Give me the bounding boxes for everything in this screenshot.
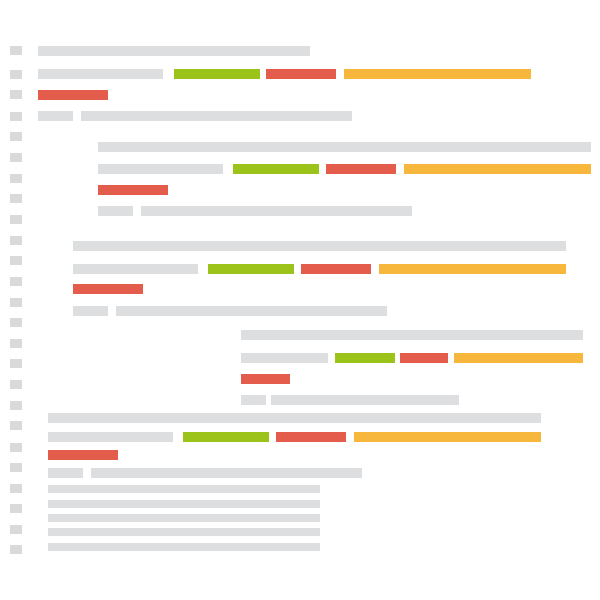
line-marker-icon: [10, 463, 22, 472]
line-marker-icon: [10, 90, 22, 99]
block-1-token-line-2-segment-4-orange: [344, 69, 531, 79]
block-2-token-line-2-segment-1-gray: [98, 164, 223, 174]
line-marker-icon: [10, 298, 22, 307]
line-marker-icon: [10, 525, 22, 534]
line-marker-icon: [10, 359, 22, 368]
block-2-token-line-3-segment-1-red: [98, 185, 168, 195]
block-1-text-line-4-segment-2-gray: [81, 111, 352, 121]
block-4-token-line-2-segment-2-green: [335, 353, 395, 363]
line-marker-icon: [10, 132, 22, 141]
block-3-token-line-2-segment-4-orange: [379, 264, 566, 274]
line-marker-icon: [10, 46, 22, 55]
block-5-text-line-7-segment-1-gray: [48, 514, 320, 522]
block-4-token-line-2-segment-3-red: [400, 353, 448, 363]
line-marker-icon: [10, 112, 22, 121]
line-marker-icon: [10, 380, 22, 389]
block-5-text-line-4-segment-1-gray: [48, 468, 83, 478]
block-1-token-line-2-segment-2-green: [174, 69, 260, 79]
line-marker-icon: [10, 174, 22, 183]
block-3-text-line-1-segment-1-gray: [73, 241, 566, 251]
line-marker-icon: [10, 443, 22, 452]
block-5-text-line-6-segment-1-gray: [48, 500, 320, 508]
block-2-text-line-4-segment-2-gray: [141, 206, 412, 216]
line-marker-icon: [10, 401, 22, 410]
block-4-text-line-4-segment-1-gray: [241, 395, 266, 405]
block-3-token-line-2-segment-3-red: [301, 264, 371, 274]
block-4-text-line-1-segment-1-gray: [241, 330, 583, 340]
block-5-text-line-4-segment-2-gray: [91, 468, 362, 478]
block-4-token-line-2-segment-1-gray: [241, 353, 328, 363]
block-1-token-line-3-segment-1-red: [38, 90, 108, 100]
line-marker-icon: [10, 70, 22, 79]
block-5-text-line-9-segment-1-gray: [48, 543, 320, 551]
block-3-text-line-4-segment-2-gray: [116, 306, 387, 316]
block-5-token-line-3-segment-1-red: [48, 450, 118, 460]
block-1-token-line-2-segment-3-red: [266, 69, 336, 79]
line-marker-icon: [10, 545, 22, 554]
block-3-text-line-4-segment-1-gray: [73, 306, 108, 316]
line-marker-icon: [10, 256, 22, 265]
line-marker-icon: [10, 504, 22, 513]
line-marker-icon: [10, 236, 22, 245]
block-5-token-line-2-segment-2-green: [183, 432, 269, 442]
block-5-token-line-2-segment-4-orange: [354, 432, 541, 442]
block-3-token-line-2-segment-1-gray: [73, 264, 198, 274]
block-2-text-line-1-segment-1-gray: [98, 142, 591, 152]
block-2-token-line-2-segment-2-green: [233, 164, 319, 174]
block-1-text-line-1-segment-1-gray: [38, 46, 310, 56]
line-marker-icon: [10, 339, 22, 348]
block-4-token-line-3-segment-1-red: [241, 374, 290, 384]
block-4-text-line-4-segment-2-gray: [271, 395, 459, 405]
block-5-text-line-5-segment-1-gray: [48, 485, 320, 493]
block-2-token-line-2-segment-3-red: [326, 164, 396, 174]
block-5-token-line-2-segment-3-red: [276, 432, 346, 442]
block-3-token-line-3-segment-1-red: [73, 284, 143, 294]
block-2-text-line-4-segment-1-gray: [98, 206, 133, 216]
block-2-token-line-2-segment-4-orange: [404, 164, 591, 174]
block-1-text-line-4-segment-1-gray: [38, 111, 73, 121]
line-marker-icon: [10, 318, 22, 327]
block-5-text-line-1-segment-1-gray: [48, 413, 541, 423]
line-marker-icon: [10, 194, 22, 203]
block-5-token-line-2-segment-1-gray: [48, 432, 173, 442]
block-3-token-line-2-segment-2-green: [208, 264, 294, 274]
line-marker-icon: [10, 421, 22, 430]
line-marker-icon: [10, 484, 22, 493]
block-4-token-line-2-segment-4-orange: [454, 353, 583, 363]
line-marker-icon: [10, 277, 22, 286]
line-marker-icon: [10, 215, 22, 224]
line-marker-icon: [10, 153, 22, 162]
block-1-token-line-2-segment-1-gray: [38, 69, 163, 79]
block-5-text-line-8-segment-1-gray: [48, 528, 320, 536]
